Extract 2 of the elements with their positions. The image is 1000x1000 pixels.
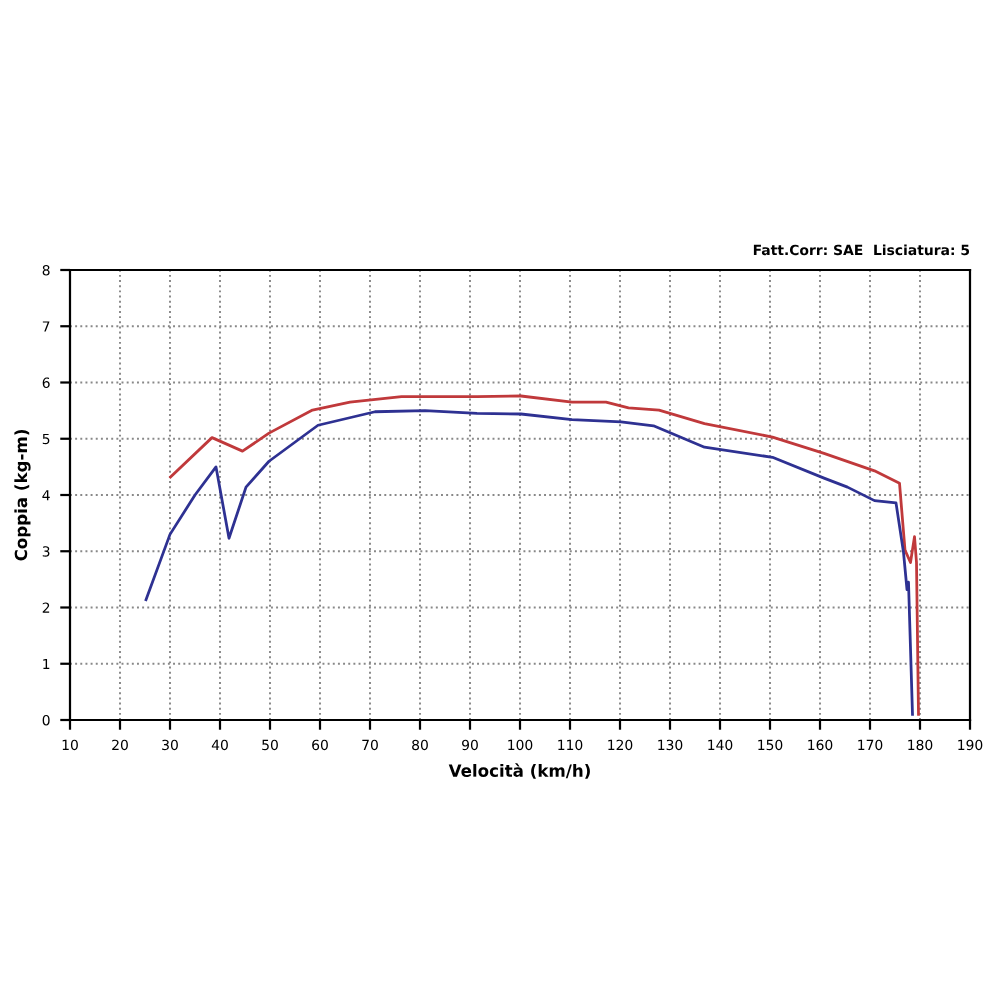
- x-axis-title: Velocità (km/h): [448, 763, 590, 779]
- y-axis-title: Coppia (kg-m): [14, 430, 31, 561]
